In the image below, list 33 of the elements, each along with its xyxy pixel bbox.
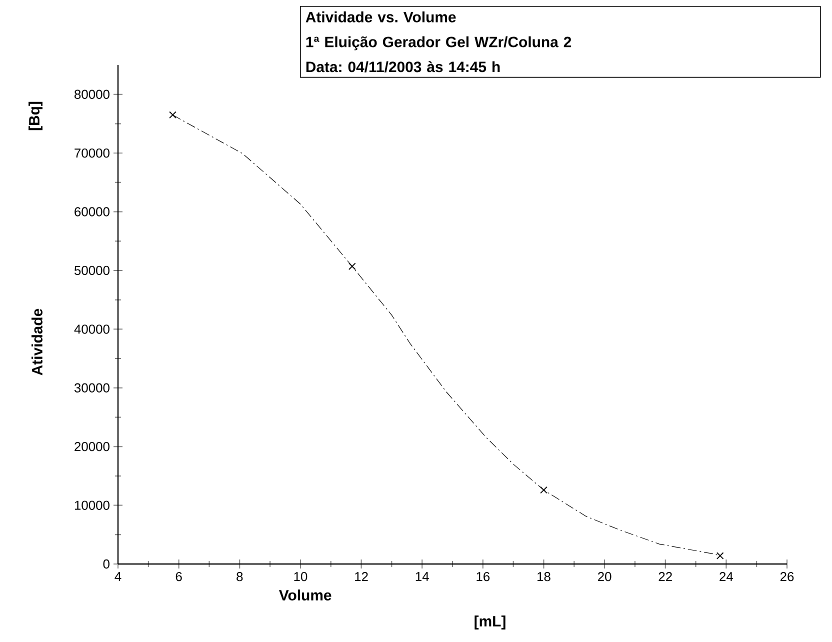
x-tick-label: 22 [658, 572, 672, 582]
chart-title: Atividade vs. Volume [306, 11, 456, 22]
y-tick-label: 80000 [74, 90, 110, 99]
x-tick-label: 26 [780, 572, 794, 582]
y-tick-label: 10000 [74, 500, 110, 510]
chart-subtitle: 1ª Eluição Gerador Gel WZr/Coluna 2 [306, 36, 572, 50]
x-tick-label: 4 [114, 572, 122, 581]
text: [Bq] [28, 102, 42, 130]
y-tick-label: 30000 [74, 383, 110, 392]
x-tick-label: 20 [598, 572, 612, 582]
y-tick-label: 60000 [74, 207, 110, 216]
point [348, 262, 356, 270]
x-axis-title: Volume [279, 590, 332, 600]
point [716, 552, 724, 560]
x-tick-label: 8 [236, 572, 243, 582]
x-tick-label: 14 [416, 572, 429, 581]
x-tick-label: 12 [355, 572, 368, 582]
x-tick-label: 10 [294, 572, 308, 582]
point [540, 486, 548, 494]
y-tick-label: 50000 [74, 266, 110, 276]
x-tick-label: 16 [476, 572, 490, 582]
x-tick-label: 24 [720, 572, 734, 582]
point [169, 111, 176, 119]
y-tick-label: 0 [103, 559, 110, 569]
text: [mL] [474, 616, 506, 630]
line-series [172, 114, 720, 556]
x-tick-label: 18 [538, 572, 550, 582]
y-tick-label: 20000 [74, 442, 110, 452]
annotation: Data: 04/11/2003 às 14:45 h [306, 61, 500, 72]
x-tick-label: 6 [176, 572, 182, 582]
y-tick-label: 40000 [74, 324, 110, 334]
y-axis-title: Atividade [32, 308, 42, 376]
y-tick-label: 70000 [74, 148, 110, 158]
